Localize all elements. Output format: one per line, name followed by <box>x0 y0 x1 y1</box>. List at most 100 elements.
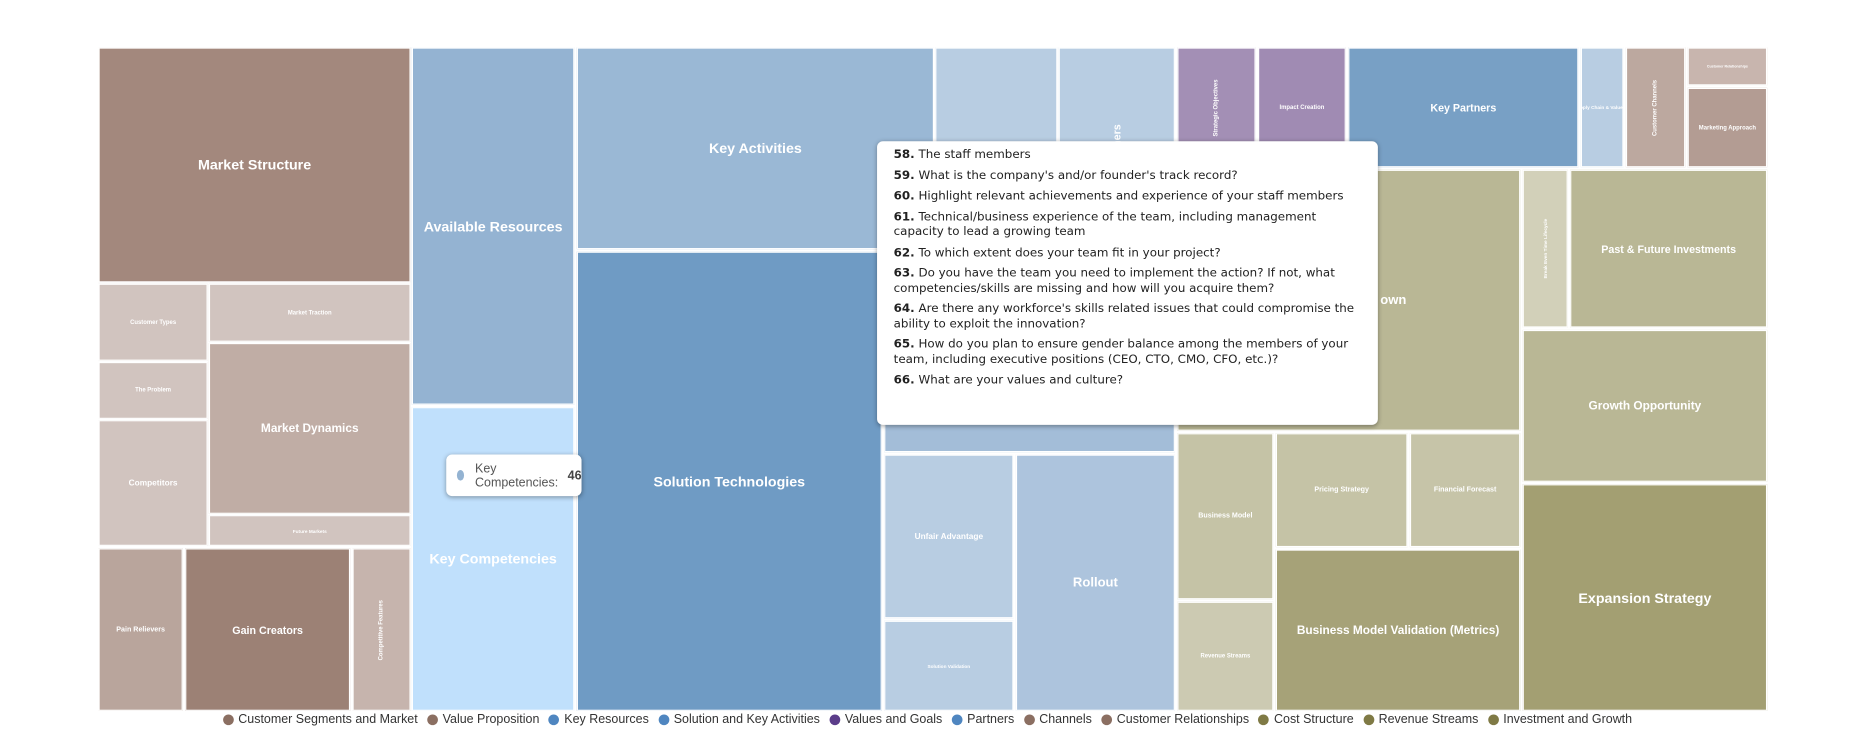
legend-item[interactable]: Key Resources <box>548 712 649 727</box>
tile-label: Impact Creation <box>1279 103 1325 111</box>
question-number: 64. <box>893 302 915 316</box>
question-item: 65. How do you plan to ensure gender bal… <box>894 338 1362 368</box>
tile-label: Customer Types <box>130 318 177 326</box>
question-number: 61. <box>893 210 915 224</box>
treemap-tile-market-structure[interactable]: Market Structure <box>98 47 411 283</box>
treemap-tile-solution-technologies[interactable]: Solution Technologies <box>576 251 882 711</box>
treemap-tile-supply-chain-value-ch[interactable]: Supply Chain & Value Ch <box>1580 47 1624 168</box>
treemap-tile-customer-relationships[interactable]: Customer Relationships <box>1687 47 1768 86</box>
tile-label: The Problem <box>135 386 172 395</box>
legend-item[interactable]: Values and Goals <box>829 712 942 726</box>
treemap-tile-customer-channels[interactable]: Customer Channels <box>1625 47 1686 168</box>
legend-label: Customer Segments and Market <box>238 712 418 727</box>
treemap-tile-growth-opportunity[interactable]: Growth Opportunity <box>1522 329 1768 482</box>
question-text: Highlight relevant achievements and expe… <box>918 189 1344 203</box>
treemap-tile-key-competencies[interactable]: Key Competencies <box>411 407 575 711</box>
treemap-tile-gain-creators[interactable]: Gain Creators <box>185 548 351 711</box>
legend-label: Partners <box>967 712 1015 727</box>
hover-tooltip: Key Competencies: 46 <box>446 454 582 497</box>
question-text: Technical/business experience of the tea… <box>893 210 1317 239</box>
tile-label: Customer Relationships <box>1706 64 1748 69</box>
legend-swatch-icon <box>427 713 438 725</box>
tile-label: Future Markets <box>292 527 327 534</box>
question-text: Are there any workforce's skills related… <box>893 302 1355 331</box>
tile-label: Break Even Time Lifecycle <box>1542 218 1549 279</box>
legend-item[interactable]: Customer Segments and Market <box>222 712 418 727</box>
tile-label: Market Traction <box>287 309 332 317</box>
tile-label: Unfair Advantage <box>914 532 984 541</box>
treemap-tile-solution-validation[interactable]: Solution Validation <box>884 620 1014 711</box>
series-dot-icon <box>456 469 465 481</box>
legend-item[interactable]: Investment and Growth <box>1487 712 1633 727</box>
treemap-tile-revenue-streams[interactable]: Revenue Streams <box>1177 601 1274 711</box>
treemap-tile-key-partners[interactable]: Key Partners <box>1348 47 1579 168</box>
tile-label: Key Competencies <box>429 550 557 568</box>
treemap-tile-pricing-strategy[interactable]: Pricing Strategy <box>1275 433 1408 548</box>
tile-label: Solution Validation <box>927 662 971 669</box>
question-text: What are your values and culture? <box>918 373 1124 387</box>
legend-item[interactable]: Value Proposition <box>427 712 539 726</box>
treemap-tile-expansion-strategy[interactable]: Expansion Strategy <box>1522 484 1768 711</box>
legend-item[interactable]: Cost Structure <box>1258 712 1354 727</box>
legend-label: Key Resources <box>564 712 649 727</box>
legend-item[interactable]: Partners <box>951 712 1015 727</box>
treemap-tile-available-resources[interactable]: Available Resources <box>411 47 575 405</box>
legend-swatch-icon <box>1487 713 1499 725</box>
treemap-tile-market-traction[interactable]: Market Traction <box>208 283 411 342</box>
legend-label: Cost Structure <box>1274 712 1354 727</box>
question-item: 66. What are your values and culture? <box>894 374 1362 389</box>
tile-label: Key Partners <box>1430 101 1497 114</box>
treemap-tile-marketing-approach[interactable]: Marketing Approach <box>1687 87 1768 168</box>
tile-label: Market Dynamics <box>260 421 359 435</box>
treemap-tile-market-dynamics[interactable]: Market Dynamics <box>208 342 411 514</box>
legend-label: Solution and Key Activities <box>673 712 820 727</box>
legend-swatch-icon <box>222 713 234 725</box>
question-number: 60. <box>893 189 915 203</box>
treemap-tile-break-even-time-lifecycle[interactable]: Break Even Time Lifecycle <box>1522 169 1568 328</box>
question-text: The staff members <box>918 148 1031 162</box>
tile-label: Competitors <box>128 478 178 488</box>
legend-item[interactable]: Revenue Streams <box>1363 712 1478 726</box>
question-item: 58. The staff members <box>894 148 1362 163</box>
question-number: 63. <box>893 267 915 281</box>
questions-tooltip: 58. The staff members 59. What is the com… <box>877 141 1378 425</box>
legend-swatch-icon <box>548 713 560 725</box>
question-number: 62. <box>893 246 915 260</box>
question-item: 64. Are there any workforce's skills rel… <box>894 303 1362 333</box>
question-text: What is the company's and/or founder's t… <box>918 169 1238 183</box>
question-item: 61. Technical/business experience of the… <box>894 211 1362 241</box>
treemap-tile-key-activities[interactable]: Key Activities <box>576 47 935 250</box>
treemap-tile-the-problem[interactable]: The Problem <box>98 361 208 419</box>
legend-label: Customer Relationships <box>1116 712 1250 727</box>
treemap-tile-unfair-advantage[interactable]: Unfair Advantage <box>884 454 1014 619</box>
treemap-tile-past-future-investments[interactable]: Past & Future Investments <box>1570 169 1768 328</box>
legend-swatch-icon <box>951 713 963 725</box>
tile-label: Growth Opportunity <box>1588 399 1702 413</box>
legend-label: Investment and Growth <box>1503 712 1633 727</box>
legend-swatch-icon <box>658 713 669 725</box>
legend: Customer Segments and Market Value Propos… <box>0 712 1855 726</box>
treemap-tile-future-markets[interactable]: Future Markets <box>208 515 411 546</box>
tile-label: Past & Future Investments <box>1601 242 1737 255</box>
treemap-tile-business-model-validation-metrics[interactable]: Business Model Validation (Metrics) <box>1275 549 1521 711</box>
question-item: 62. To which extent does your team fit i… <box>894 246 1362 261</box>
tile-label: Competitive Features <box>378 599 386 660</box>
treemap-tile-rollout[interactable]: Rollout <box>1015 454 1175 711</box>
treemap-tile-competitors[interactable]: Competitors <box>98 420 208 546</box>
treemap-tile-business-model[interactable]: Business Model <box>1177 433 1274 600</box>
question-item: 60. Highlight relevant achievements and … <box>894 190 1362 205</box>
treemap-tile-financial-forecast[interactable]: Financial Forecast <box>1409 433 1521 548</box>
legend-item[interactable]: Customer Relationships <box>1101 712 1249 726</box>
legend-swatch-icon <box>1023 713 1035 725</box>
treemap-tile-competitive-features[interactable]: Competitive Features <box>352 548 411 711</box>
legend-swatch-icon <box>1363 713 1374 725</box>
legend-item[interactable]: Solution and Key Activities <box>658 712 820 726</box>
question-number: 66. <box>893 373 915 387</box>
treemap-tile-customer-types[interactable]: Customer Types <box>98 283 208 361</box>
treemap-tile-pain-relievers[interactable]: Pain Relievers <box>98 548 183 711</box>
legend-item[interactable]: Channels <box>1023 712 1092 726</box>
tile-label: Revenue Streams <box>1200 652 1251 660</box>
tile-label: Supply Chain & Value Ch <box>1582 104 1623 111</box>
question-text: Do you have the team you need to impleme… <box>893 267 1335 295</box>
